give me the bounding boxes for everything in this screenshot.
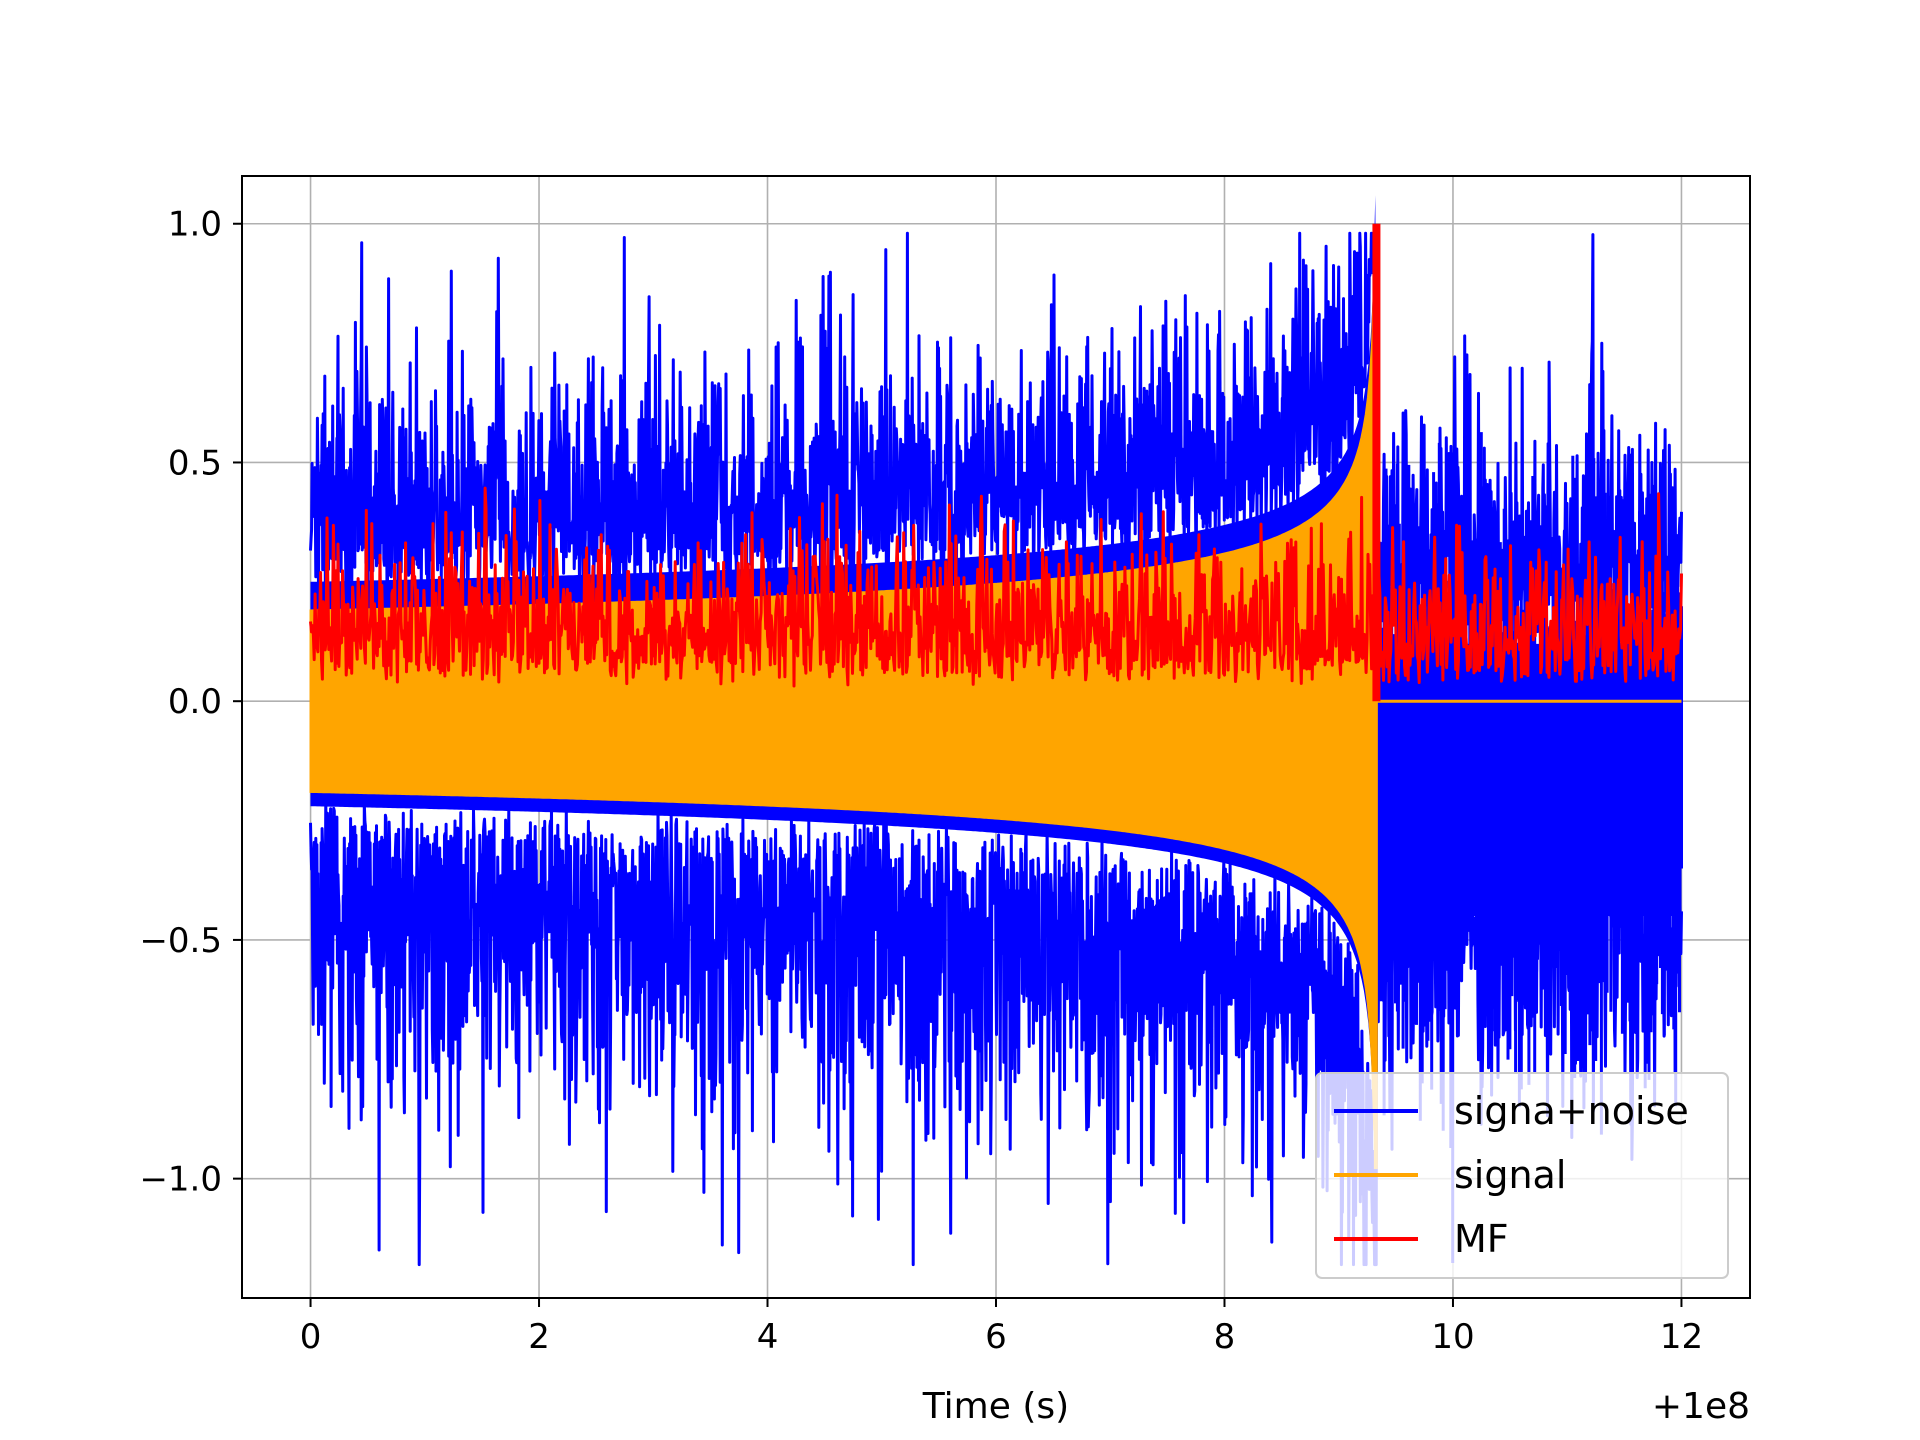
legend-label: signal [1454, 1153, 1566, 1197]
y-tick-label: 1.0 [168, 205, 222, 245]
series-signal-noise-upper [309, 231, 1683, 651]
x-tick-label: 8 [1214, 1317, 1236, 1357]
y-tick-label: −0.5 [139, 921, 222, 961]
y-tick-label: 0.0 [168, 682, 222, 722]
series-layer [309, 195, 1683, 1267]
x-offset-label: +1e8 [1652, 1386, 1750, 1427]
x-tick-label: 2 [528, 1317, 550, 1357]
x-tick-label: 6 [985, 1317, 1007, 1357]
series-mf [309, 486, 1683, 688]
x-tick-label: 10 [1431, 1317, 1474, 1357]
x-tick-label: 0 [300, 1317, 322, 1357]
ticks: 0 2 4 6 8 10 12 −1.0 −0.5 0.0 0.5 1.0 [139, 205, 1703, 1357]
legend-label: signa+noise [1454, 1089, 1689, 1133]
legend-box [1315, 1072, 1729, 1279]
x-tick-label: 12 [1660, 1317, 1703, 1357]
x-tick-label: 4 [757, 1317, 779, 1357]
y-tick-label: 0.5 [168, 443, 222, 483]
legend-label: MF [1454, 1217, 1509, 1261]
x-axis-label: Time (s) [922, 1386, 1069, 1427]
y-tick-label: −1.0 [139, 1160, 222, 1200]
legend: signa+noise signal MF [1315, 1072, 1729, 1279]
